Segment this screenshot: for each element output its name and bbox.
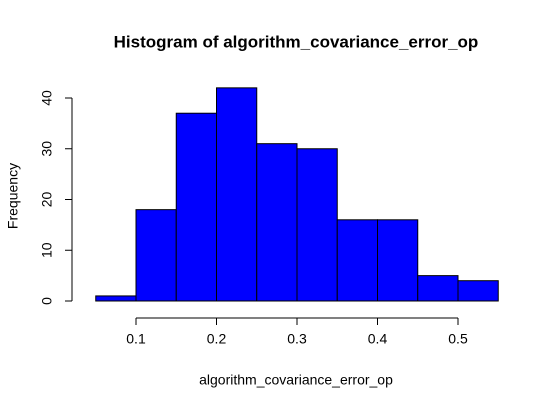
y-tick-label: 10 <box>39 242 55 258</box>
bar <box>296 148 338 302</box>
x-tick-label: 0.4 <box>368 331 388 347</box>
bar <box>336 219 378 302</box>
bar <box>175 112 217 302</box>
x-axis-label: algorithm_covariance_error_op <box>199 372 393 388</box>
chart-title: Histogram of algorithm_covariance_error_… <box>114 32 479 51</box>
y-tick-label: 20 <box>39 192 55 208</box>
bar <box>417 275 459 302</box>
x-tick-label: 0.3 <box>287 331 307 347</box>
bar <box>216 87 258 302</box>
bar <box>457 280 499 302</box>
y-axis-label: Frequency <box>5 163 21 229</box>
bar <box>95 295 137 302</box>
y-tick-label: 40 <box>39 90 55 106</box>
x-tick-label: 0.2 <box>207 331 227 347</box>
bar <box>377 219 419 302</box>
x-tick-label: 0.1 <box>126 331 146 347</box>
bar <box>256 143 298 302</box>
bar <box>135 209 177 302</box>
y-tick-label: 0 <box>39 297 55 305</box>
y-tick-label: 30 <box>39 141 55 157</box>
x-tick-label: 0.5 <box>448 331 468 347</box>
